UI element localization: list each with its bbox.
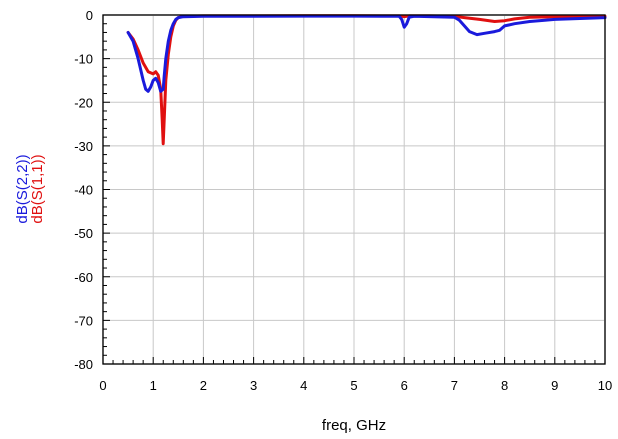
y-tick-label-8: -80 [74,357,93,372]
x-axis-title: freq, GHz [322,417,386,434]
y-tick-label-2: -20 [74,95,93,110]
y-axis-title-s11: dB(S(1,1)) [29,154,46,223]
x-tick-label-5: 5 [350,378,357,393]
x-tick-label-9: 9 [551,378,558,393]
x-tick-label-10: 10 [598,378,612,393]
y-tick-label-3: -30 [74,139,93,154]
y-tick-labels: 0 -10 -20 -30 -40 -50 -60 -70 -80 [74,8,93,372]
x-tick-label-7: 7 [451,378,458,393]
x-tick-label-1: 1 [150,378,157,393]
y-tick-label-1: -10 [74,52,93,67]
x-tick-label-6: 6 [401,378,408,393]
x-tick-label-0: 0 [99,378,106,393]
x-tick-label-4: 4 [300,378,307,393]
x-tick-label-2: 2 [200,378,207,393]
x-tick-label-8: 8 [501,378,508,393]
series-line-s22 [126,14,607,93]
y-tick-label-0: 0 [86,8,93,23]
plot-frame [102,14,606,365]
y-tick-label-4: -40 [74,183,93,198]
series [126,14,607,146]
y-axis-title-s22: dB(S(2,2)) [14,154,31,223]
y-tick-label-7: -70 [74,313,93,328]
y-tick-label-6: -60 [74,270,93,285]
x-tick-label-3: 3 [250,378,257,393]
y-tick-label-5: -50 [74,226,93,241]
x-tick-labels: 0 1 2 3 4 5 6 7 8 9 10 [99,378,612,393]
